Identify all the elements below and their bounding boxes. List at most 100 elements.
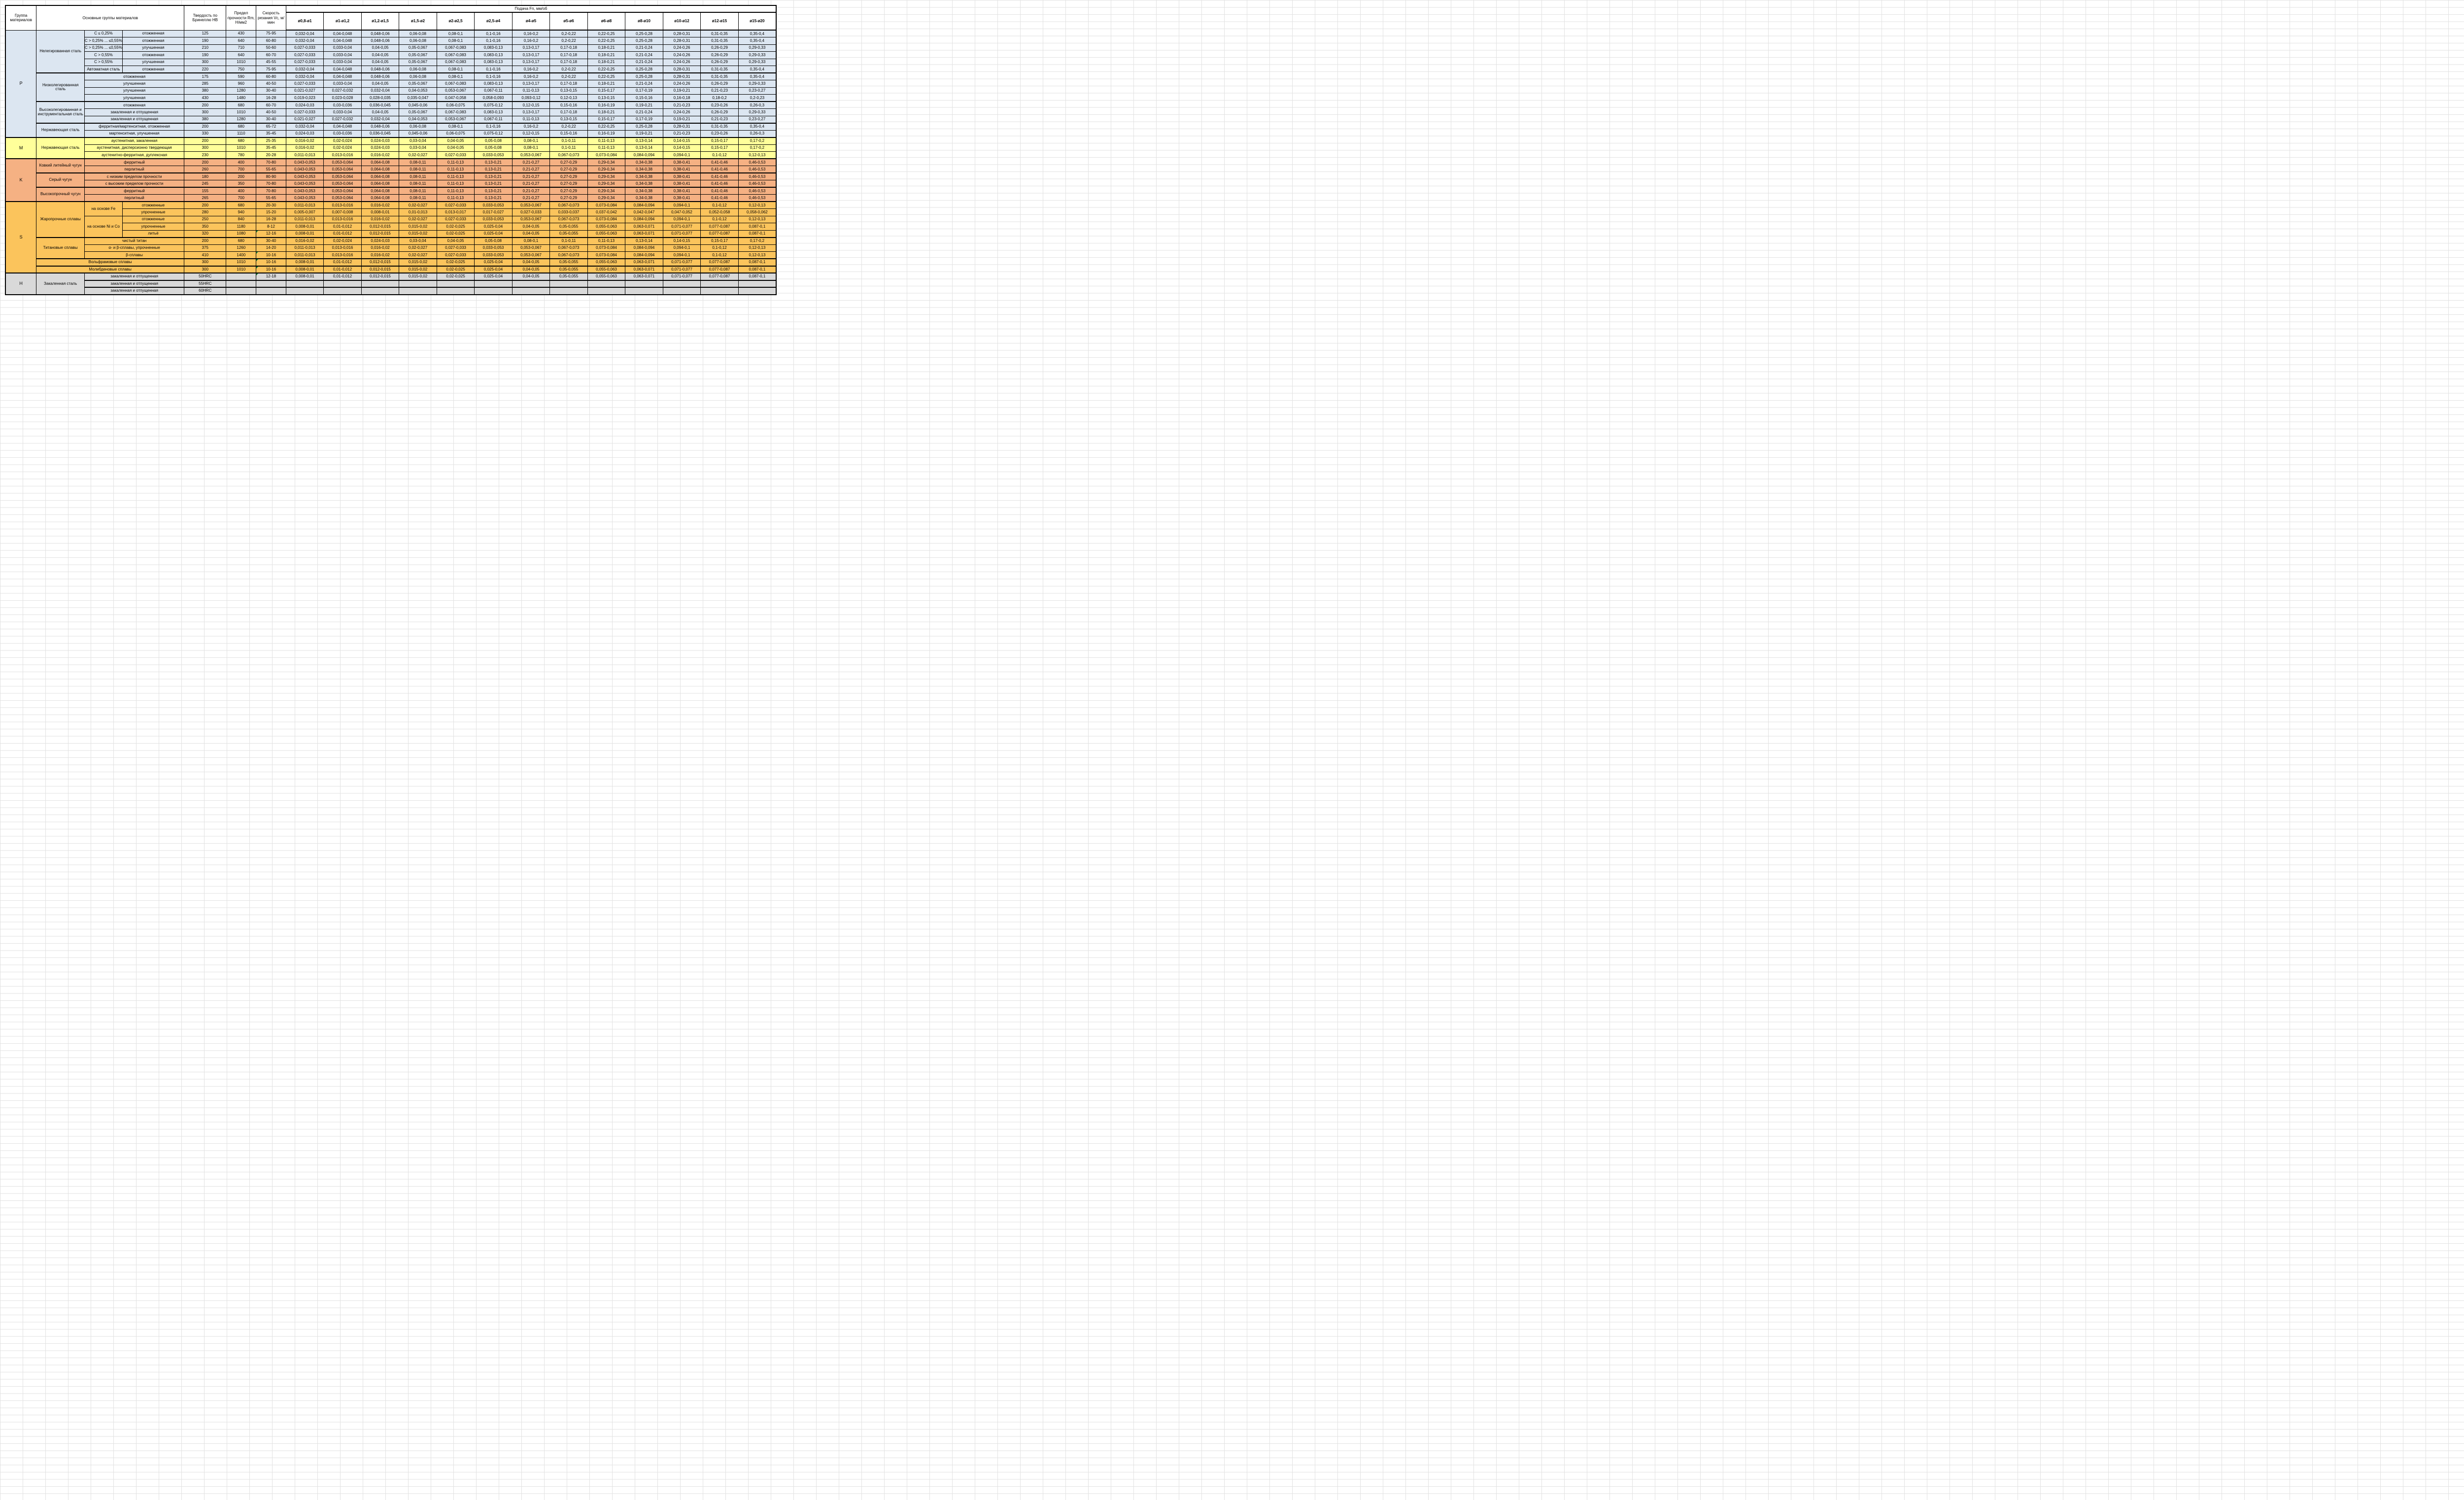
material-subtype-cell[interactable]: отожженная	[122, 37, 184, 45]
feed-cell[interactable]: 0,19-0,21	[625, 130, 663, 137]
feed-cell[interactable]	[625, 280, 663, 288]
hb-cell[interactable]: 285	[184, 80, 226, 88]
feed-cell[interactable]: 0,46-0,53	[738, 173, 776, 180]
feed-cell[interactable]: 0,06-0,075	[437, 130, 475, 137]
vc-cell[interactable]: 16-28	[256, 95, 286, 102]
hb-cell[interactable]: 300	[184, 59, 226, 66]
feed-cell[interactable]: 0,04-0,05	[361, 52, 399, 59]
rm-cell[interactable]: 1010	[226, 144, 256, 152]
feed-cell[interactable]	[475, 280, 513, 288]
feed-cell[interactable]: 0,043-0,053	[286, 187, 324, 195]
feed-cell[interactable]: 0,012-0,015	[361, 273, 399, 280]
feed-cell[interactable]: 0,02-0,025	[437, 223, 475, 231]
feed-cell[interactable]: 0,067-0,073	[550, 252, 588, 259]
feed-cell[interactable]: 0,08-0,1	[512, 144, 550, 152]
material-subtype-cell[interactable]: ферритный	[85, 187, 184, 195]
feed-cell[interactable]: 0,083-0,13	[475, 44, 513, 52]
material-subtype-cell[interactable]: ферритная/мартенситная, отожженная	[85, 123, 184, 131]
feed-cell[interactable]: 0,077-0,087	[701, 266, 739, 273]
feed-cell[interactable]	[663, 287, 701, 295]
feed-cell[interactable]: 0,027-0,033	[286, 59, 324, 66]
feed-cell[interactable]: 0,17-0,18	[550, 52, 588, 59]
feed-cell[interactable]: 0,29-0,34	[587, 159, 625, 166]
vc-cell[interactable]: 10-16	[256, 266, 286, 273]
feed-cell[interactable]: 0,19-0,21	[663, 87, 701, 95]
feed-cell[interactable]: 0,011-0,013	[286, 244, 324, 252]
feed-cell[interactable]: 0,02-0,024	[324, 137, 362, 145]
feed-cell[interactable]: 0,073-0,084	[587, 252, 625, 259]
feed-cell[interactable]: 0,15-0,17	[587, 116, 625, 123]
feed-cell[interactable]: 0,26-0,29	[701, 52, 739, 59]
feed-cell[interactable]: 0,011-0,013	[286, 252, 324, 259]
material-subtype-cell[interactable]: перлитный	[85, 195, 184, 202]
material-subtype-cell[interactable]: отожженная	[85, 102, 184, 109]
feed-cell[interactable]: 0,38-0,41	[663, 173, 701, 180]
material-subtype-cell[interactable]: аустенитная, дисперсионно твердеющая	[85, 144, 184, 152]
feed-cell[interactable]: 0,013-0,016	[324, 252, 362, 259]
feed-cell[interactable]: 0,25-0,28	[625, 123, 663, 131]
feed-cell[interactable]: 0,073-0,084	[587, 152, 625, 159]
material-name-cell[interactable]: Нелегированная сталь	[36, 30, 85, 73]
feed-cell[interactable]	[625, 287, 663, 295]
feed-cell[interactable]: 0,15-0,17	[701, 238, 739, 245]
rm-cell[interactable]: 1260	[226, 244, 256, 252]
feed-cell[interactable]: 0,033-0,053	[475, 216, 513, 223]
feed-cell[interactable]: 0,053-0,064	[324, 173, 362, 180]
feed-cell[interactable]: 0,41-0,46	[701, 159, 739, 166]
feed-cell[interactable]: 0,05-0,067	[399, 109, 437, 116]
feed-cell[interactable]: 0,24-0,26	[663, 109, 701, 116]
material-subtype-cell[interactable]: улучшенная	[85, 87, 184, 95]
feed-cell[interactable]: 0,15-0,17	[587, 87, 625, 95]
rm-cell[interactable]: 840	[226, 216, 256, 223]
feed-diameter-header[interactable]: ø2-ø2,5	[437, 12, 475, 30]
feed-cell[interactable]: 0,027-0,033	[286, 109, 324, 116]
feed-cell[interactable]: 0,027-0,033	[437, 202, 475, 209]
feed-cell[interactable]: 0,31-0,35	[701, 37, 739, 45]
feed-cell[interactable]: 0,2-0,23	[738, 95, 776, 102]
feed-cell[interactable]: 0,02-0,027	[399, 252, 437, 259]
feed-cell[interactable]: 0,027-0,032	[324, 116, 362, 123]
material-name-cell[interactable]: Низколегированная сталь	[36, 73, 85, 102]
material-group-cell[interactable]: P	[5, 30, 36, 137]
feed-cell[interactable]: 0,27-0,29	[550, 180, 588, 188]
rm-cell[interactable]: 590	[226, 73, 256, 80]
feed-cell[interactable]: 0,094-0,1	[663, 216, 701, 223]
vc-cell[interactable]: 20-28	[256, 152, 286, 159]
material-name-cell[interactable]: Ковкий литейный чугун	[36, 159, 85, 173]
feed-cell[interactable]: 0,12-0,15	[512, 130, 550, 137]
feed-cell[interactable]: 0,34-0,38	[625, 159, 663, 166]
feed-cell[interactable]: 0,027-0,033	[437, 216, 475, 223]
feed-cell[interactable]: 0,02-0,025	[437, 266, 475, 273]
feed-cell[interactable]: 0,1-0,12	[701, 202, 739, 209]
feed-cell[interactable]: 0,26-0,29	[701, 44, 739, 52]
rm-cell[interactable]: 1080	[226, 230, 256, 238]
hb-cell[interactable]: 200	[184, 202, 226, 209]
feed-cell[interactable]: 0,13-0,15	[550, 87, 588, 95]
feed-cell[interactable]: 0,27-0,29	[550, 173, 588, 180]
material-subtype-cell[interactable]: чистый титан	[85, 238, 184, 245]
feed-cell[interactable]: 0,027-0,033	[286, 80, 324, 88]
material-subtype-cell[interactable]: Автоматная сталь	[85, 66, 123, 73]
feed-cell[interactable]: 0,13-0,14	[625, 144, 663, 152]
rm-cell[interactable]: 640	[226, 37, 256, 45]
feed-cell[interactable]: 0,075-0,12	[475, 102, 513, 109]
feed-cell[interactable]: 0,38-0,41	[663, 166, 701, 173]
hb-cell[interactable]: 380	[184, 87, 226, 95]
rm-cell[interactable]: 960	[226, 80, 256, 88]
feed-cell[interactable]	[286, 287, 324, 295]
feed-cell[interactable]	[437, 287, 475, 295]
hb-cell[interactable]: 190	[184, 52, 226, 59]
feed-cell[interactable]: 0,21-0,23	[663, 102, 701, 109]
feed-cell[interactable]: 0,015-0,02	[399, 266, 437, 273]
feed-cell[interactable]	[512, 280, 550, 288]
vc-cell[interactable]: 40-50	[256, 80, 286, 88]
rm-cell[interactable]: 750	[226, 66, 256, 73]
feed-cell[interactable]: 0,13-0,21	[475, 187, 513, 195]
feed-cell[interactable]	[587, 280, 625, 288]
vc-cell[interactable]: 30-40	[256, 87, 286, 95]
feed-cell[interactable]: 0,053-0,067	[512, 216, 550, 223]
feed-cell[interactable]: 0,083-0,13	[475, 52, 513, 59]
feed-cell[interactable]: 0,15-0,16	[550, 102, 588, 109]
feed-diameter-header[interactable]: ø6-ø8	[587, 12, 625, 30]
feed-cell[interactable]: 0,033-0,04	[324, 80, 362, 88]
